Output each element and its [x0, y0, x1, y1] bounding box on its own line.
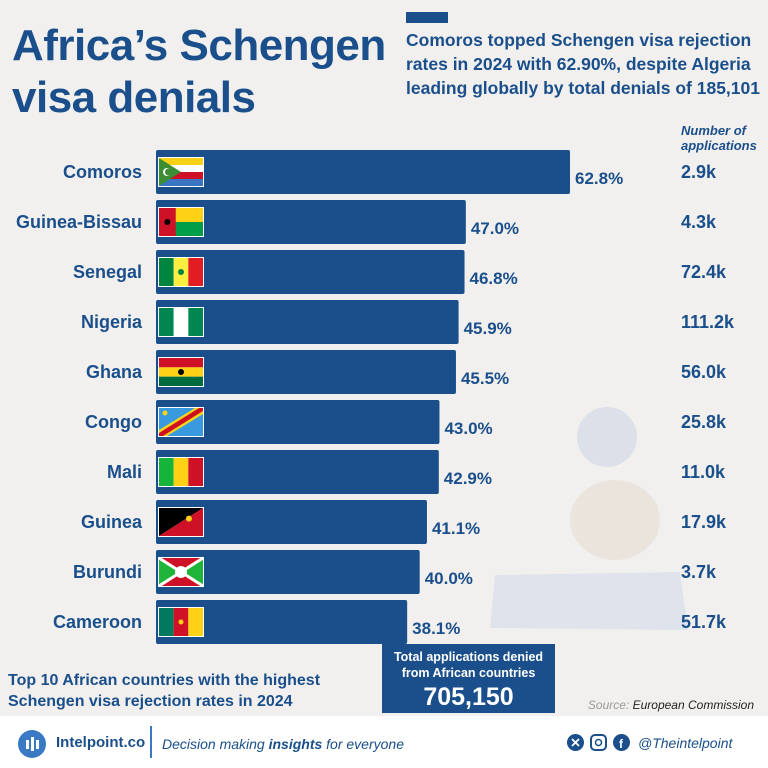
source-prefix: Source:: [587, 698, 630, 712]
tagline-bold: insights: [268, 736, 323, 752]
bar-row: Mali 42.9% 11.0k: [107, 450, 726, 494]
bar-row: Guinea-Bissau 47.0% 4.3k: [16, 200, 717, 244]
bar-row: Burundi 40.0% 3.7k: [73, 550, 717, 594]
applications-count: 25.8k: [681, 412, 727, 432]
bar: [156, 450, 439, 494]
burundi-flag-icon: [158, 556, 204, 588]
bar: [156, 600, 408, 644]
value-label: 45.5%: [461, 369, 509, 388]
senegal-flag-icon: [158, 257, 204, 287]
applications-count: 2.9k: [681, 162, 717, 182]
total-denied-value: 705,150: [423, 683, 514, 711]
instagram-icon[interactable]: [590, 734, 607, 751]
applications-count: 51.7k: [681, 612, 727, 632]
applications-count: 111.2k: [681, 312, 735, 332]
bar-row: Congo 43.0% 25.8k: [85, 400, 727, 444]
value-label: 62.8%: [575, 169, 623, 188]
bar-row: Ghana 45.5% 56.0k: [86, 350, 727, 394]
bar: [156, 350, 456, 394]
bar-row: Comoros 62.8% 2.9k: [63, 150, 717, 194]
page-title: Africa’s Schengen visa denials: [12, 20, 386, 124]
category-label: Senegal: [73, 262, 142, 282]
value-label: 38.1%: [412, 619, 460, 638]
bar: [156, 250, 465, 294]
applications-count: 72.4k: [681, 262, 727, 282]
bar: [156, 200, 466, 244]
title-line-2: visa denials: [12, 73, 256, 122]
bar-row: Guinea 41.1% 17.9k: [81, 500, 727, 544]
congo-flag-icon: [158, 407, 204, 437]
ghana-flag-icon: [158, 357, 204, 387]
applications-count: 3.7k: [681, 562, 717, 582]
source-note: Source: European Commission: [570, 698, 754, 712]
tagline: Decision making insights for everyone: [162, 736, 404, 752]
x-icon[interactable]: [567, 734, 584, 751]
value-label: 43.0%: [444, 419, 492, 438]
bar: [156, 500, 427, 544]
source-name: European Commission: [632, 698, 754, 712]
intelpoint-logo-icon: [18, 730, 46, 758]
chart-footnote: Top 10 African countries with the highes…: [8, 672, 321, 710]
category-label: Guinea-Bissau: [16, 212, 142, 232]
value-label: 47.0%: [471, 219, 519, 238]
footer: Intelpoint.co Decision making insights f…: [0, 716, 768, 768]
value-label: 46.8%: [470, 269, 518, 288]
tagline-text: Decision making: [162, 736, 269, 752]
cameroon-flag-icon: [158, 607, 204, 637]
bar: [156, 400, 440, 444]
value-label: 40.0%: [425, 569, 473, 588]
category-label: Mali: [107, 462, 142, 482]
applications-count: 11.0k: [681, 462, 726, 482]
category-label: Cameroon: [53, 612, 142, 632]
applications-count: 4.3k: [681, 212, 717, 232]
value-label: 45.9%: [464, 319, 512, 338]
brand-name[interactable]: Intelpoint.co: [56, 734, 146, 751]
bar: [156, 300, 459, 344]
nigeria-flag-icon: [158, 307, 204, 337]
value-label: 42.9%: [444, 469, 492, 488]
title-line-1: Africa’s Schengen: [12, 21, 386, 70]
total-denied-box: Total applications denied from African c…: [382, 644, 555, 713]
guinea-flag-icon: [158, 507, 204, 537]
svg-text:f: f: [619, 737, 624, 751]
category-label: Burundi: [73, 562, 142, 582]
guinea-bissau-flag-icon: [158, 207, 204, 237]
bar: [156, 150, 570, 194]
facebook-icon[interactable]: f: [613, 734, 630, 751]
social-handle[interactable]: @Theintelpoint: [638, 735, 733, 751]
subtitle: Comoros topped Schengen visa rejection r…: [406, 30, 760, 98]
category-label: Congo: [85, 412, 142, 432]
applications-count: 56.0k: [681, 362, 727, 382]
total-denied-label: Total applications denied from African c…: [393, 650, 544, 680]
accent-bar: [406, 12, 448, 23]
category-label: Comoros: [63, 162, 142, 182]
tagline-text-end: for everyone: [322, 736, 404, 752]
footer-divider: [150, 726, 152, 758]
bar-row: Cameroon 38.1% 51.7k: [53, 600, 727, 644]
category-label: Ghana: [86, 362, 143, 382]
applications-count: 17.9k: [681, 512, 727, 532]
value-label: 41.1%: [432, 519, 480, 538]
category-label: Nigeria: [81, 312, 143, 332]
category-label: Guinea: [81, 512, 143, 532]
bar: [156, 550, 420, 594]
bar-row: Senegal 46.8% 72.4k: [73, 250, 727, 294]
applications-column-header: Number of applications: [681, 123, 757, 153]
mali-flag-icon: [158, 457, 204, 487]
comoros-flag-icon: [158, 157, 204, 187]
bar-row: Nigeria 45.9% 111.2k: [81, 300, 735, 344]
